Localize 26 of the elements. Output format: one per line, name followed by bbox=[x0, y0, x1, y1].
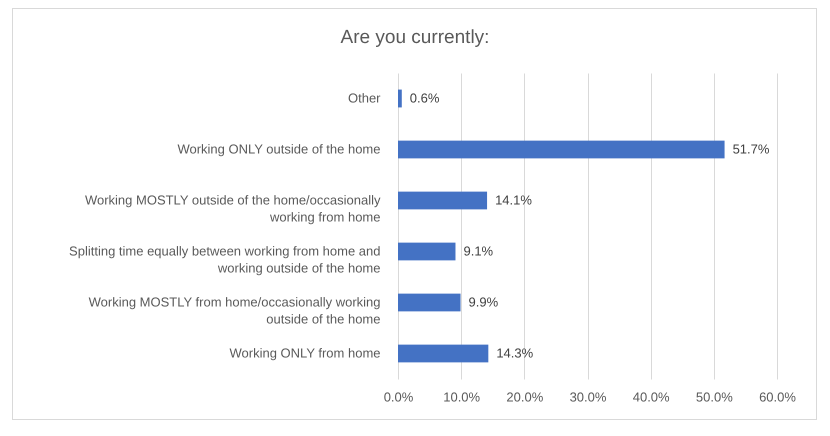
data-label: 9.1% bbox=[463, 244, 494, 258]
x-tick-label: 60.0% bbox=[759, 390, 796, 404]
y-tick-label: Splitting time equally between working from home and working outside of the home bbox=[69, 244, 380, 276]
y-tick-label: Working MOSTLY outside of the home/occasionally working from home bbox=[84, 192, 381, 224]
y-tick-label: Other bbox=[348, 90, 382, 106]
data-label: 14.1% bbox=[495, 192, 532, 208]
y-tick-label: Working MOSTLY from home/occasionally working outside of the home bbox=[88, 294, 380, 326]
x-tick-label: 0.0% bbox=[384, 390, 414, 404]
bar bbox=[398, 294, 461, 312]
x-tick-label: 30.0% bbox=[570, 390, 607, 404]
x-tick-label: 40.0% bbox=[632, 390, 670, 404]
bar bbox=[398, 242, 456, 260]
x-tick-label: 10.0% bbox=[443, 390, 481, 404]
bar bbox=[398, 344, 488, 362]
bar bbox=[398, 90, 402, 108]
bar bbox=[398, 140, 725, 158]
x-tick-label: 20.0% bbox=[506, 390, 544, 404]
y-tick-label: Working ONLY from home bbox=[230, 346, 380, 360]
y-tick-label: Working ONLY outside of the home bbox=[177, 142, 380, 156]
data-label: 9.9% bbox=[468, 294, 499, 310]
data-label: 0.6% bbox=[410, 90, 440, 106]
data-label: 14.3% bbox=[496, 346, 534, 360]
data-label: 51.7% bbox=[732, 142, 770, 156]
bar bbox=[398, 192, 488, 210]
x-tick-label: 50.0% bbox=[696, 390, 734, 404]
chart-title: Are you currently: bbox=[340, 27, 490, 48]
